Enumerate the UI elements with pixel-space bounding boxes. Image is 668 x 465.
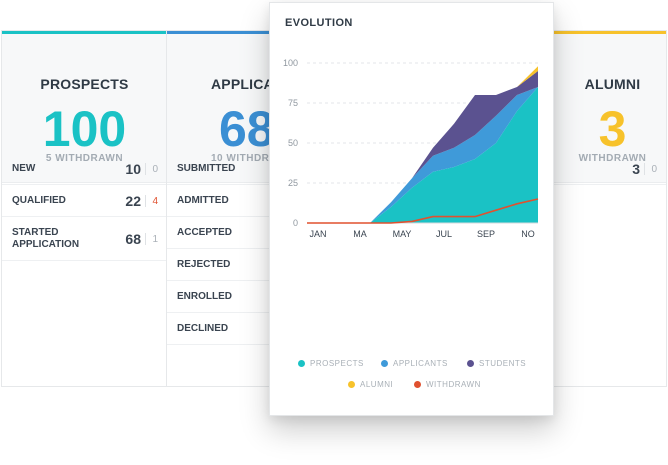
applicants-card-accent — [167, 31, 335, 34]
row-withdrawn-count: 0 — [651, 163, 657, 175]
evolution-popup: EVOLUTION 0 25 50 75 100 JAN MA MAY JUL SEP NO PRO… — [269, 2, 554, 416]
row-withdrawn-count: 1 — [152, 233, 158, 245]
prospects-title: PROSPECTS — [40, 76, 129, 92]
row-label: REJECTED — [177, 259, 231, 270]
row-label: ACCEPTED — [177, 227, 233, 238]
x-tick-label: SEP — [477, 229, 495, 239]
row-divider — [145, 195, 146, 207]
alumni-row[interactable]: 3 0 — [501, 153, 666, 185]
legend-label: APPLICANTS — [393, 359, 448, 368]
row-label: NEW — [12, 163, 36, 174]
withdrawn-dot-icon — [414, 381, 421, 388]
legend-label: STUDENTS — [479, 359, 527, 368]
applicants-withdrawn: 10 WITHDRA — [211, 153, 278, 164]
students-dot-icon — [467, 360, 474, 367]
prospects-total: 100 — [42, 101, 127, 157]
applicants-row-admitted[interactable]: ADMITTED — [167, 185, 335, 217]
prospects-card-header — [2, 34, 167, 183]
legend-students[interactable]: STUDENTS — [467, 359, 526, 368]
applicants-total: 68 — [219, 101, 275, 157]
row-withdrawn-count: 0 — [152, 163, 158, 175]
row-label: ENROLLED — [177, 291, 232, 302]
row-divider — [145, 233, 146, 245]
legend-label: ALUMNI — [360, 380, 394, 389]
applicants-dot-icon — [381, 360, 388, 367]
y-tick-label: 50 — [288, 138, 298, 148]
prospects-withdrawn: 5 WITHDRAWN — [45, 153, 124, 164]
series-area-prospects — [307, 87, 538, 223]
alumni-title: ALUMNI — [584, 76, 641, 92]
legend-alumni[interactable]: ALUMNI — [348, 380, 393, 389]
evolution-chart: 0 25 50 75 100 JAN MA MAY JUL SEP NO — [283, 58, 539, 239]
y-tick-label: 0 — [293, 218, 298, 228]
row-divider — [145, 163, 146, 175]
applicants-row-accepted[interactable]: ACCEPTED — [167, 217, 335, 249]
prospects-card-accent — [2, 31, 167, 34]
y-tick-label: 100 — [283, 58, 298, 68]
series-line-withdrawn — [307, 198, 539, 224]
x-tick-label: JAN — [309, 229, 326, 239]
row-value: 10 — [125, 161, 141, 177]
legend-prospects[interactable]: PROSPECTS — [298, 359, 364, 368]
row-label: ADMITTED — [177, 195, 229, 206]
x-tick-label: MA — [353, 229, 367, 239]
row-value: 68 — [125, 231, 141, 247]
row-value: 3 — [632, 161, 640, 177]
x-tick-label: MAY — [393, 229, 412, 239]
alumni-card-accent — [501, 31, 666, 34]
row-withdrawn-count: 4 — [152, 195, 158, 207]
y-tick-label: 75 — [288, 98, 298, 108]
applicants-row-enrolled[interactable]: ENROLLED — [167, 281, 335, 313]
applicants-row-submitted[interactable]: SUBMITTED — [167, 153, 335, 185]
prospects-row-qualified[interactable]: QUALIFIED 22 4 — [2, 185, 167, 217]
alumni-dot-icon — [348, 381, 355, 388]
series-area-students — [307, 71, 538, 223]
alumni-total: 3 — [598, 101, 627, 157]
legend-applicants[interactable]: APPLICANTS — [381, 359, 448, 368]
row-label: STARTED APPLICATION — [12, 227, 80, 250]
legend-withdrawn[interactable]: WITHDRAWN — [414, 380, 481, 389]
prospects-dot-icon — [298, 360, 305, 367]
row-label: SUBMITTED — [177, 163, 236, 174]
row-divider — [644, 163, 645, 175]
prospects-row-new[interactable]: NEW 10 0 — [2, 153, 167, 185]
prospects-card: PROSPECTS 100 5 WITHDRAWN NEW 10 0 QUALI… — [1, 30, 168, 387]
legend-label: PROSPECTS — [310, 359, 364, 368]
series-area-applicants — [307, 87, 538, 223]
row-value: 22 — [125, 193, 141, 209]
y-tick-label: 25 — [288, 178, 298, 188]
row-label: DECLINED — [177, 323, 229, 334]
x-tick-label: NO — [521, 229, 535, 239]
applicants-row-rejected[interactable]: REJECTED — [167, 249, 335, 281]
row-label: QUALIFIED — [12, 195, 66, 206]
x-tick-label: JUL — [436, 229, 452, 239]
legend-label: WITHDRAWN — [426, 380, 481, 389]
evolution-title: EVOLUTION — [285, 17, 353, 29]
applicants-title: APPLICAN — [211, 76, 285, 92]
applicants-row-declined[interactable]: DECLINED — [167, 313, 335, 345]
prospects-row-started-application[interactable]: STARTED APPLICATION 68 1 — [2, 217, 167, 261]
alumni-withdrawn: WITHDRAWN — [578, 153, 647, 164]
